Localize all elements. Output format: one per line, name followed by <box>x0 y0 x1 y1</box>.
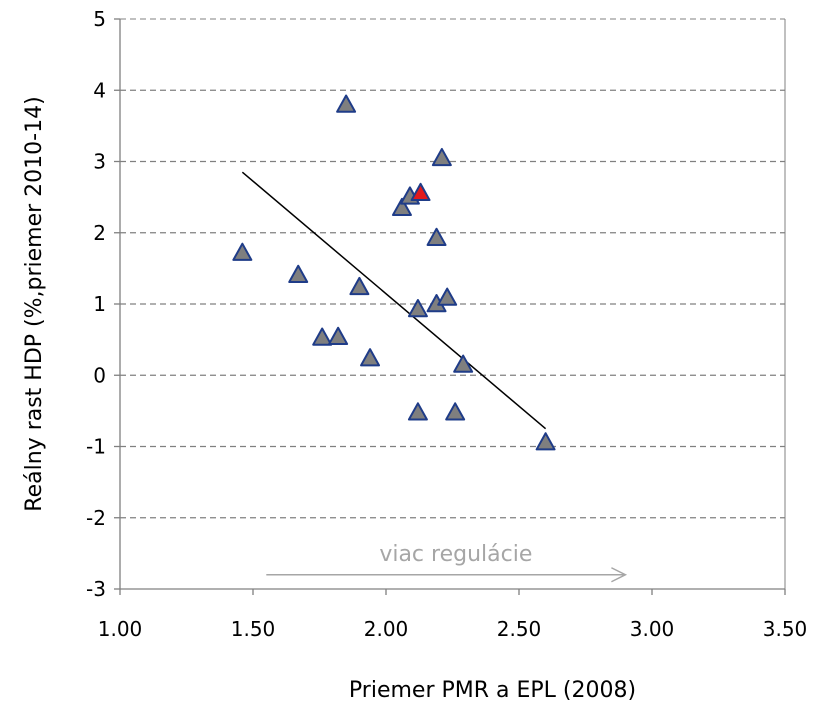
data-point <box>453 354 474 373</box>
y-tick-label: 5 <box>93 7 106 31</box>
data-point <box>312 327 333 346</box>
trend-line <box>241 171 547 430</box>
x-tick-label: 3.50 <box>763 617 808 641</box>
y-tick-label: -3 <box>86 577 106 601</box>
axes <box>114 18 786 595</box>
x-tick-label: 1.00 <box>98 617 143 641</box>
annotation-arrow-head <box>611 567 628 583</box>
y-tick-label: -2 <box>86 506 106 530</box>
y-tick-label: 3 <box>93 150 106 174</box>
data-point <box>288 264 309 283</box>
data-point <box>431 147 452 167</box>
y-axis-title: Reálny rast HDP (%,priemer 2010-14) <box>22 96 47 511</box>
x-tick-label: 2.00 <box>364 617 409 641</box>
y-tick-label: 2 <box>93 221 106 245</box>
data-point-highlighted <box>410 182 431 202</box>
data-point <box>407 298 428 318</box>
data-point <box>349 276 370 296</box>
grid-lines <box>120 89 785 519</box>
y-tick-label: -1 <box>86 435 106 459</box>
regulation-annotation: viac regulácie <box>266 542 628 583</box>
data-point <box>391 197 412 217</box>
data-point <box>445 402 466 421</box>
y-tick-label: 4 <box>93 78 106 102</box>
x-tick-label: 3.00 <box>630 617 675 641</box>
data-point <box>232 242 253 261</box>
annotation-label: viac regulácie <box>379 542 532 567</box>
y-tick-label: 1 <box>93 292 106 316</box>
data-point <box>336 94 357 113</box>
data-point <box>437 287 458 306</box>
tick-labels: 5 4 3 2 1 0 -1 -2 -3 1.00 1.50 2.00 2.50 3.00 3.50 <box>86 7 807 641</box>
data-point <box>426 227 447 246</box>
x-axis-title: Priemer PMR a EPL (2008) <box>349 678 636 702</box>
data-point <box>535 432 556 451</box>
x-tick-label: 2.50 <box>497 617 542 641</box>
data-point <box>328 326 349 345</box>
x-tick-label: 1.50 <box>231 617 276 641</box>
data-point <box>360 348 381 367</box>
data-point <box>407 402 428 421</box>
y-tick-label: 0 <box>93 363 106 387</box>
data-points <box>232 94 556 451</box>
